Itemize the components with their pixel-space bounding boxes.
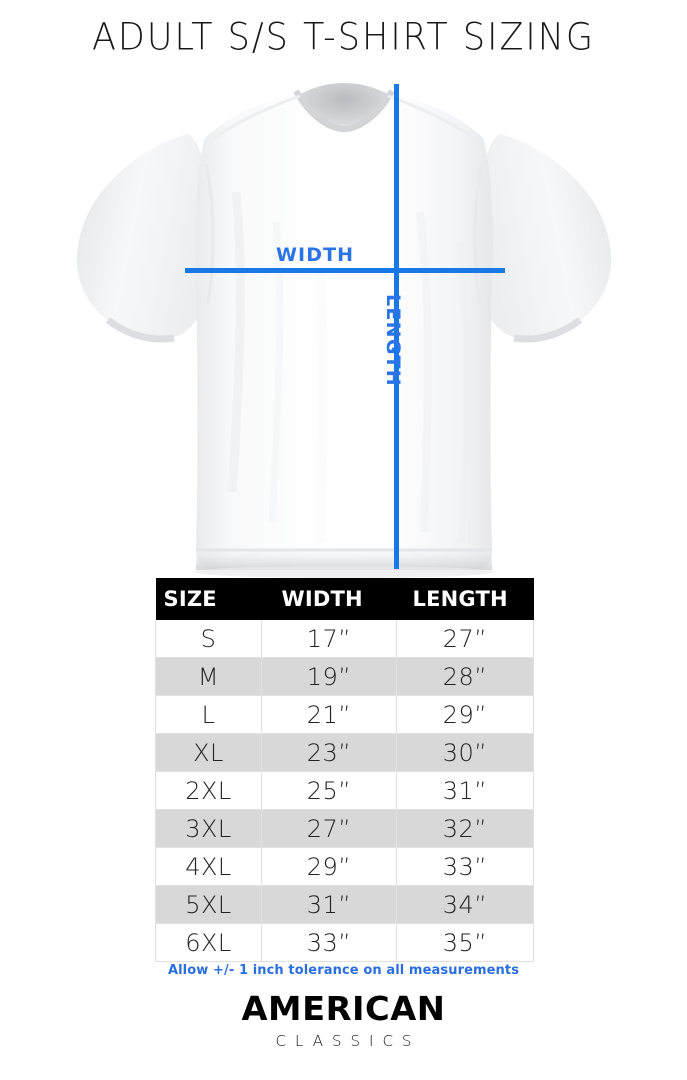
tshirt-fold-2 xyxy=(268,221,284,523)
cell-width: 31” xyxy=(261,885,397,924)
cell-size: S xyxy=(155,620,262,658)
cell-width: 23” xyxy=(261,733,397,772)
cell-width: 29” xyxy=(261,847,397,886)
table-row: 4XL 29” 33” xyxy=(155,847,534,886)
column-header-length: LENGTH xyxy=(396,578,534,620)
cell-length: 28” xyxy=(396,657,534,696)
cell-length: 34” xyxy=(396,885,534,924)
tshirt-fold-1 xyxy=(227,191,245,493)
cell-width: 25” xyxy=(261,771,397,810)
cell-size: 5XL xyxy=(155,885,262,924)
table-row: S 17” 27” xyxy=(155,620,534,658)
cell-size: XL xyxy=(155,733,262,772)
tshirt-illustration xyxy=(76,83,612,578)
cell-length: 29” xyxy=(396,695,534,734)
tshirt-hem xyxy=(196,544,492,570)
tshirt-fold-5 xyxy=(315,271,328,543)
width-measure-line xyxy=(185,268,505,273)
length-label: LENGTH xyxy=(382,294,404,387)
tshirt-cuff-left xyxy=(105,317,175,343)
tshirt-left-sleeve xyxy=(76,134,211,340)
column-header-size: SIZE xyxy=(155,578,262,620)
cell-size: 2XL xyxy=(155,771,262,810)
cell-length: 27” xyxy=(396,620,534,658)
table-row: XL 23” 30” xyxy=(155,733,534,772)
cell-length: 33” xyxy=(396,847,534,886)
tshirt-fold-4 xyxy=(457,241,469,543)
table-row: M 19” 28” xyxy=(155,657,534,696)
cell-length: 31” xyxy=(396,771,534,810)
cell-size: 4XL xyxy=(155,847,262,886)
table-row: 2XL 25” 31” xyxy=(155,771,534,810)
cell-width: 17” xyxy=(261,620,397,658)
tshirt-fold-3 xyxy=(416,211,432,533)
cell-size: 3XL xyxy=(155,809,262,848)
table-row: L 21” 29” xyxy=(155,695,534,734)
tshirt-armhole-right xyxy=(473,163,484,305)
tshirt-right-sleeve xyxy=(477,134,612,340)
cell-length: 32” xyxy=(396,809,534,848)
cell-size: L xyxy=(155,695,262,734)
cell-width: 27” xyxy=(261,809,397,848)
cell-width: 21” xyxy=(261,695,397,734)
brand-name-primary: AMERICAN xyxy=(241,989,446,1028)
length-measure-line xyxy=(394,84,399,569)
tshirt-shoulder-seam-left xyxy=(213,94,301,140)
brand-logo: AMERICAN CLASSICS xyxy=(0,989,687,1050)
brand-name-secondary: CLASSICS xyxy=(275,1031,421,1050)
tolerance-note: Allow +/- 1 inch tolerance on all measur… xyxy=(167,963,520,978)
tshirt-cuff-right xyxy=(513,317,583,343)
cell-size: M xyxy=(155,657,262,696)
tshirt-collar-rib xyxy=(293,89,395,133)
width-label: WIDTH xyxy=(276,244,355,266)
cell-length: 30” xyxy=(396,733,534,772)
page-title: ADULT S/S T-SHIRT SIZING xyxy=(91,16,596,60)
table-row: 3XL 27” 32” xyxy=(155,809,534,848)
cell-width: 19” xyxy=(261,657,397,696)
tshirt-diagram: WIDTH LENGTH xyxy=(0,72,687,578)
cell-width: 33” xyxy=(261,923,397,962)
tshirt-shadow xyxy=(194,566,494,578)
cell-length: 35” xyxy=(396,923,534,962)
table-header-row: SIZE WIDTH LENGTH xyxy=(155,578,534,620)
size-chart-table: SIZE WIDTH LENGTH S 17” 27” M 19” 28” L … xyxy=(155,578,534,962)
tshirt-armhole-left xyxy=(204,163,215,305)
cell-size: 6XL xyxy=(155,923,262,962)
column-header-width: WIDTH xyxy=(261,578,397,620)
table-row: 5XL 31” 34” xyxy=(155,885,534,924)
table-row: 6XL 33” 35” xyxy=(155,923,534,962)
